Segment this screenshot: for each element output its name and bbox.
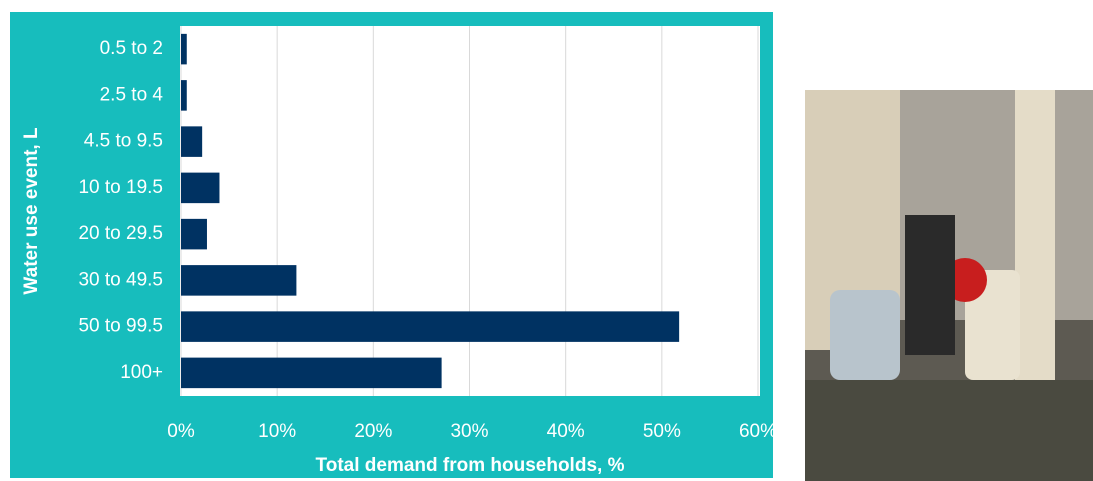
y-axis-title: Water use event, L [21,127,42,295]
ground [805,380,1093,481]
y-tick-label: 4.5 to 9.5 [84,131,163,152]
x-tick-label: 20% [354,421,392,442]
y-tick-label: 20 to 29.5 [78,223,163,244]
bar [181,265,297,296]
y-tick-label: 0.5 to 2 [100,38,163,59]
bar [181,126,203,157]
bar [181,311,680,342]
container [830,290,900,380]
pipe-bend [965,270,1020,380]
photo [805,90,1093,481]
downpipe [1015,90,1055,380]
y-tick-label: 50 to 99.5 [78,316,163,337]
bar [181,172,220,204]
pump-body [905,215,955,355]
x-tick-label: 40% [547,421,585,442]
x-tick-label: 0% [167,421,195,442]
y-tick-label: 10 to 19.5 [78,177,163,198]
bar [181,357,442,389]
y-tick-label: 30 to 49.5 [78,269,163,290]
x-tick-label: 50% [643,421,681,442]
x-tick-label: 10% [258,421,296,442]
bar [181,218,207,250]
x-tick-label: 60% [739,421,777,442]
y-tick-label: 100+ [120,362,163,383]
y-tick-label: 2.5 to 4 [100,84,164,105]
bar [181,80,187,111]
x-tick-label: 30% [450,421,488,442]
x-axis-title: Total demand from households, % [316,455,625,476]
bar [181,33,187,65]
